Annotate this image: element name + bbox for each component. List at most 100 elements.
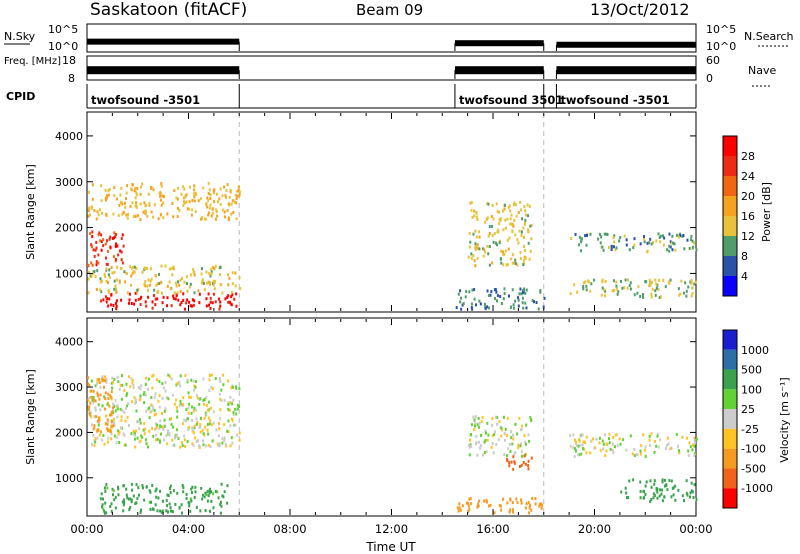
range-gate-cell [176, 491, 179, 495]
freq-tick-bottom-left: 8 [68, 72, 75, 85]
range-gate-cell [227, 202, 230, 206]
range-gate-cell [170, 304, 173, 308]
range-gate-cell [199, 397, 202, 401]
range-gate-cell [229, 444, 232, 448]
range-gate-cell [101, 503, 104, 507]
range-gate-cell [170, 266, 173, 270]
range-gate-cell [517, 298, 520, 302]
range-gate-cell [129, 204, 132, 208]
range-gate-cell [139, 192, 142, 196]
range-gate-cell [653, 482, 656, 486]
range-gate-cell [230, 417, 233, 421]
range-gate-cell [229, 395, 232, 399]
range-gate-cell [497, 230, 500, 234]
range-gate-cell [131, 265, 134, 269]
range-gate-cell [666, 436, 669, 440]
range-gate-cell [689, 445, 692, 449]
range-gate-cell [666, 248, 669, 252]
range-gate-cell [207, 211, 210, 215]
range-gate-cell [96, 378, 99, 382]
range-gate-cell [627, 496, 630, 500]
range-gate-cell [660, 492, 663, 496]
range-gate-cell [131, 271, 134, 275]
range-gate-cell [97, 233, 100, 237]
range-gate-cell [166, 212, 169, 216]
velocity-colorbar-segment [723, 389, 737, 410]
range-gate-cell [230, 386, 233, 390]
range-gate-cell [235, 412, 238, 416]
range-gate-cell [496, 422, 499, 426]
range-gate-cell [221, 494, 224, 498]
range-gate-cell [143, 432, 146, 436]
range-gate-cell [496, 299, 499, 303]
range-gate-cell [189, 304, 192, 308]
range-gate-cell [642, 235, 645, 239]
range-gate-cell [235, 292, 238, 296]
range-gate-cell [97, 261, 100, 265]
range-gate-cell [113, 287, 116, 291]
range-gate-cell [109, 235, 112, 239]
range-gate-cell [110, 411, 113, 415]
range-gate-cell [93, 254, 96, 258]
range-gate-cell [483, 451, 486, 455]
range-gate-cell [201, 493, 204, 497]
range-gate-cell [507, 447, 510, 451]
range-gate-cell [459, 289, 462, 293]
velocity-ylabel: Slant Range [km] [24, 369, 37, 465]
range-gate-cell [203, 402, 206, 406]
range-gate-cell [633, 447, 636, 451]
range-gate-cell [202, 281, 205, 285]
range-gate-cell [685, 491, 688, 495]
range-gate-cell [113, 279, 116, 283]
range-gate-cell [513, 461, 516, 465]
range-gate-cell [113, 231, 116, 235]
range-gate-cell [134, 401, 137, 405]
range-gate-cell [106, 297, 109, 301]
range-gate-cell [220, 388, 223, 392]
range-gate-cell [130, 302, 133, 306]
range-gate-cell [97, 421, 100, 425]
range-gate-cell [657, 232, 660, 236]
range-gate-cell [108, 429, 111, 433]
range-gate-cell [499, 217, 502, 221]
noise-tick-bottom-right: 10^0 [706, 40, 736, 53]
range-gate-cell [91, 398, 94, 402]
range-gate-cell [182, 185, 185, 189]
range-gate-cell [525, 502, 528, 506]
range-gate-cell [502, 297, 505, 301]
range-gate-cell [456, 506, 459, 510]
range-gate-cell [655, 282, 658, 286]
range-gate-cell [523, 454, 526, 458]
range-gate-cell [96, 380, 99, 384]
range-gate-cell [659, 295, 662, 299]
range-gate-cell [111, 380, 114, 384]
range-gate-cell [191, 485, 194, 489]
range-gate-cell [161, 425, 164, 429]
range-gate-cell [165, 499, 168, 503]
range-gate-cell [681, 234, 684, 238]
freq-tick-top-left: 18 [62, 54, 76, 67]
range-gate-cell [194, 385, 197, 389]
range-gate-cell [236, 194, 239, 198]
range-gate-cell [135, 483, 138, 487]
range-gate-cell [610, 244, 613, 248]
range-gate-cell [521, 301, 524, 305]
range-gate-cell [511, 253, 514, 257]
range-gate-cell [485, 431, 488, 435]
range-gate-cell [186, 440, 189, 444]
range-gate-cell [117, 493, 120, 497]
range-gate-cell [176, 381, 179, 385]
noise-segment [556, 41, 696, 48]
range-gate-cell [226, 501, 229, 505]
range-gate-cell [525, 306, 528, 310]
range-gate-cell [207, 181, 210, 185]
range-gate-cell [612, 451, 615, 455]
range-gate-cell [158, 394, 161, 398]
range-gate-cell [212, 506, 215, 510]
range-gate-cell [233, 200, 236, 204]
range-gate-cell [231, 402, 234, 406]
range-gate-cell [500, 428, 503, 432]
range-gate-cell [224, 442, 227, 446]
velocity-colorbar-segment [723, 369, 737, 390]
range-gate-cell [216, 490, 219, 494]
